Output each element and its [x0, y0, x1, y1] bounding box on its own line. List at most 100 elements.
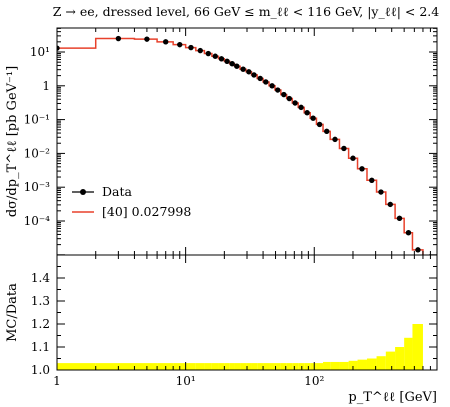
legend-data-marker: [80, 189, 86, 195]
ratio-band-bin: [323, 361, 331, 370]
data-point: [57, 45, 60, 51]
ratio-band-bin: [246, 363, 252, 370]
data-point: [292, 100, 298, 106]
ratio-band-bin: [269, 363, 275, 370]
data-point: [240, 66, 246, 72]
ratio-band-bin: [385, 351, 396, 370]
y-tick-label: 1: [42, 79, 50, 93]
ratio-band-bin: [280, 363, 287, 370]
data-point: [387, 201, 393, 208]
x-tick-1-label: 1: [53, 374, 61, 388]
data-point: [310, 115, 316, 121]
y-tick-label: 10⁻⁴: [24, 214, 51, 228]
ratio-band-bin: [263, 363, 270, 370]
data-point: [263, 79, 269, 85]
legend-data-label: Data: [102, 184, 132, 199]
ratio-y-tick-label: 1.4: [31, 271, 50, 285]
ratio-y-tick-label: 1.0: [31, 363, 50, 377]
legend: Data [40] 0.027998: [72, 184, 191, 219]
ratio-band-bin: [348, 360, 358, 370]
data-point: [229, 61, 235, 67]
main-panel: 10⁻⁴ 10⁻³ 10⁻² 10⁻¹ 1 10¹ dσ/dp_T^ℓℓ [pb GeV⁻¹…: [5, 27, 438, 256]
ratio-band-bin: [95, 363, 135, 370]
data-point: [218, 56, 225, 62]
ratio-band-bin: [304, 363, 311, 370]
ratio-band-bin: [218, 363, 225, 370]
data-point: [188, 44, 194, 51]
ratio-y-tick-label: 1.2: [31, 317, 50, 331]
ratio-y-axis-label: MC/Data: [5, 283, 20, 342]
ratio-band-bin: [330, 361, 340, 370]
ratio-band-bin: [251, 363, 258, 370]
data-point: [257, 75, 263, 82]
ratio-band-bin: [366, 358, 377, 370]
data-point: [316, 121, 323, 128]
data-point: [304, 110, 310, 116]
ratio-band-bin: [310, 363, 317, 370]
y-tick-label: 10⁻¹: [24, 113, 50, 127]
x-axis-label: p_T^ℓℓ [GeV]: [348, 390, 437, 405]
ratio-band-bin: [234, 363, 241, 370]
data-point: [177, 41, 183, 48]
x-tick-100-label: 10²: [304, 374, 324, 388]
ratio-y-tick-label: 1.1: [31, 340, 50, 354]
ratio-band-bin: [404, 337, 413, 370]
data-point: [269, 83, 275, 89]
x-tick-10-label: 10¹: [176, 374, 196, 388]
data-point: [275, 87, 281, 93]
chart-title: Z → ee, dressed level, 66 GeV ≤ m_ℓℓ < 1…: [53, 4, 439, 19]
data-point: [224, 58, 230, 65]
y-tick-label: 10¹: [30, 45, 50, 59]
data-point: [205, 50, 211, 57]
y-tick-label: 10⁻²: [24, 146, 51, 160]
data-point: [378, 189, 384, 195]
data-point: [212, 53, 218, 59]
data-point: [251, 72, 257, 78]
data-point: [405, 230, 412, 236]
ratio-band-bin: [185, 363, 196, 370]
data-point: [298, 104, 304, 111]
mc-group: [57, 37, 424, 255]
ratio-band-bin: [395, 347, 405, 370]
ratio-band-bin: [157, 363, 174, 370]
main-frame: [56, 27, 438, 256]
ratio-band-bin: [357, 359, 367, 370]
ratio-band-bin: [286, 363, 293, 370]
ratio-band-bin: [339, 361, 349, 370]
ratio-band-bin: [292, 363, 299, 370]
ratio-band-bin: [298, 363, 305, 370]
ratio-band-bin: [274, 363, 281, 370]
data-point: [234, 63, 240, 69]
ratio-band-group: [57, 324, 423, 370]
ratio-band-bin: [316, 363, 324, 370]
data-point: [359, 166, 365, 172]
ratio-band-bin: [204, 363, 212, 370]
ratio-band-bin: [57, 363, 96, 370]
data-point: [197, 47, 203, 54]
data-group: [57, 35, 421, 253]
data-point: [163, 39, 169, 45]
data-point: [396, 215, 403, 222]
ratio-frame: [56, 254, 438, 371]
y-axis-label: dσ/dp_T^ℓℓ [pb GeV⁻¹]: [5, 66, 20, 217]
mc-step-line: [57, 37, 424, 255]
ratio-band-bin: [224, 363, 230, 370]
ratio-band-bin: [195, 363, 205, 370]
data-point: [324, 128, 330, 135]
ratio-band-bin: [211, 363, 219, 370]
legend-mc-label: [40] 0.027998: [102, 204, 191, 219]
ratio-band-bin: [257, 363, 264, 370]
ratio-band-bin: [134, 363, 158, 370]
data-point: [286, 95, 293, 102]
ratio-band-bin: [229, 363, 235, 370]
ratio-band-bin: [376, 356, 386, 370]
data-point: [246, 69, 252, 75]
y-tick-label: 10⁻³: [24, 180, 51, 194]
data-point: [415, 247, 421, 253]
ratio-y-tick-label: 1.3: [31, 294, 50, 308]
data-point: [350, 155, 356, 161]
ratio-band-bin: [240, 363, 247, 370]
data-point: [369, 177, 375, 184]
data-point: [281, 91, 287, 98]
